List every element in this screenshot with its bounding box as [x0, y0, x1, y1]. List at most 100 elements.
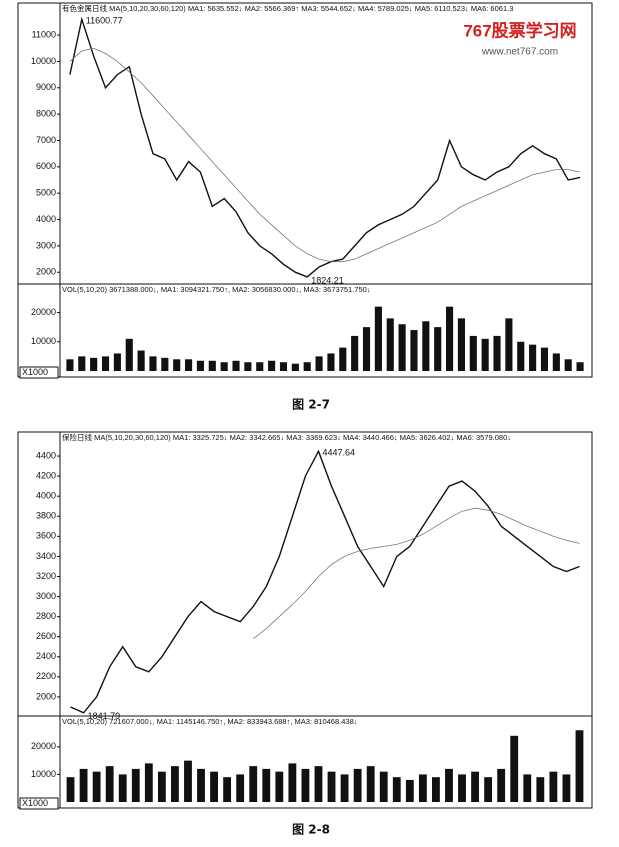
volume-bar: [249, 766, 258, 802]
volume-bar: [434, 327, 442, 371]
y-tick-label: 3800: [36, 511, 56, 521]
watermark-title: 767股票学习网: [463, 20, 576, 40]
y-tick-label: 10000: [31, 336, 56, 346]
volume-bar: [529, 344, 537, 371]
y-tick-label: 20000: [31, 307, 56, 317]
volume-bar: [315, 356, 323, 371]
y-tick-label: 2000: [36, 691, 56, 701]
volume-bar: [161, 357, 169, 371]
volume-bar: [392, 777, 401, 802]
frame: [17, 431, 593, 809]
panel-header: VOL(5,10,20) 3671388.000↓, MA1: 3094321.…: [62, 285, 371, 294]
volume-bar: [184, 760, 192, 802]
volume-bar: [79, 768, 88, 802]
volume-bar: [540, 347, 549, 371]
y-tick-label: 6000: [36, 161, 56, 171]
volume-bar: [275, 771, 284, 802]
volume-bar: [351, 335, 359, 371]
volume-bar: [149, 356, 157, 371]
volume-bar: [564, 359, 572, 371]
volume-bar: [405, 779, 414, 802]
volume-bar: [505, 318, 513, 371]
volume-bar: [232, 360, 240, 371]
y-tick-label: 2400: [36, 651, 56, 661]
volume-bar: [301, 768, 310, 802]
volume-bar: [210, 771, 218, 802]
y-tick-label: 4400: [36, 450, 56, 460]
y-tick-label: 4200: [36, 470, 56, 480]
volume-bar: [244, 362, 252, 371]
volume-bar: [575, 730, 584, 802]
volume-bar: [288, 763, 297, 802]
volume-bar: [223, 777, 232, 802]
volume-bar: [256, 362, 264, 371]
panel-header: 有色金属日线 MA(5,10,20,30,60,120) MA1: 5635.5…: [62, 3, 513, 13]
y-tick-label: 3000: [36, 591, 56, 601]
caption: 图 2-7: [292, 398, 330, 412]
volume-bar: [185, 359, 193, 371]
volume-bar: [173, 359, 181, 371]
unit-box: [19, 797, 59, 810]
volume-bar: [362, 327, 371, 371]
volume-bar: [118, 774, 127, 802]
volume-bar: [279, 362, 288, 371]
volume-bar: [422, 321, 430, 371]
volume-bar: [208, 360, 216, 371]
volume-bar: [268, 360, 276, 371]
y-tick-label: 4000: [36, 214, 56, 224]
volume-bar: [339, 347, 347, 371]
volume-bar: [562, 774, 571, 802]
volume-bar: [510, 735, 519, 802]
volume-bar: [410, 330, 418, 371]
volume-bar: [398, 324, 406, 371]
volume-bar: [90, 357, 98, 371]
volume-bar: [113, 353, 121, 371]
watermark-url: www.net767.com: [481, 47, 558, 58]
volume-bar: [457, 318, 465, 371]
volume-bar: [92, 771, 101, 802]
y-tick-label: 7000: [36, 135, 56, 145]
y-tick-label: 3600: [36, 531, 56, 541]
y-tick-label: 2200: [36, 671, 56, 681]
panel-header: VOL(5,10,20) 721607.000↓, MA1: 1145146.7…: [62, 717, 358, 726]
volume-bar: [291, 363, 299, 371]
price-line: [69, 47, 581, 263]
volume-bar: [471, 771, 479, 802]
volume-bar: [340, 774, 349, 802]
frame: [17, 2, 593, 378]
volume-bar: [157, 771, 166, 802]
volume-bar: [66, 359, 74, 371]
volume-bar: [379, 771, 388, 802]
volume-bar: [196, 360, 204, 371]
volume-bar: [327, 353, 335, 371]
volume-bar: [220, 362, 228, 371]
volume-bar: [197, 768, 205, 802]
volume-bar: [549, 771, 558, 802]
volume-bar: [78, 356, 86, 371]
volume-bar: [481, 338, 489, 371]
volume-bar: [262, 768, 271, 802]
volume-bar: [493, 335, 501, 371]
volume-bar: [66, 777, 75, 802]
unit-label: X1000: [22, 798, 48, 808]
volume-bar: [458, 774, 466, 802]
y-tick-label: 11000: [32, 29, 56, 39]
y-tick-label: 3400: [36, 551, 56, 561]
y-tick-label: 2800: [36, 611, 56, 621]
y-tick-label: 2000: [36, 267, 56, 277]
price-line: [69, 16, 581, 278]
volume-bar: [418, 774, 427, 802]
volume-bar: [386, 318, 394, 371]
y-tick-label: 2600: [36, 631, 56, 641]
y-tick-label: 8000: [36, 109, 56, 119]
y-tick-label: 10000: [31, 769, 56, 779]
volume-bar: [171, 766, 179, 802]
volume-bar: [105, 766, 114, 802]
unit-box: [19, 366, 59, 379]
annotation: 1841.79: [88, 711, 121, 721]
price-line: [70, 449, 580, 714]
volume-bar: [303, 362, 311, 371]
volume-bar: [314, 766, 323, 802]
y-tick-label: 10000: [31, 56, 56, 66]
